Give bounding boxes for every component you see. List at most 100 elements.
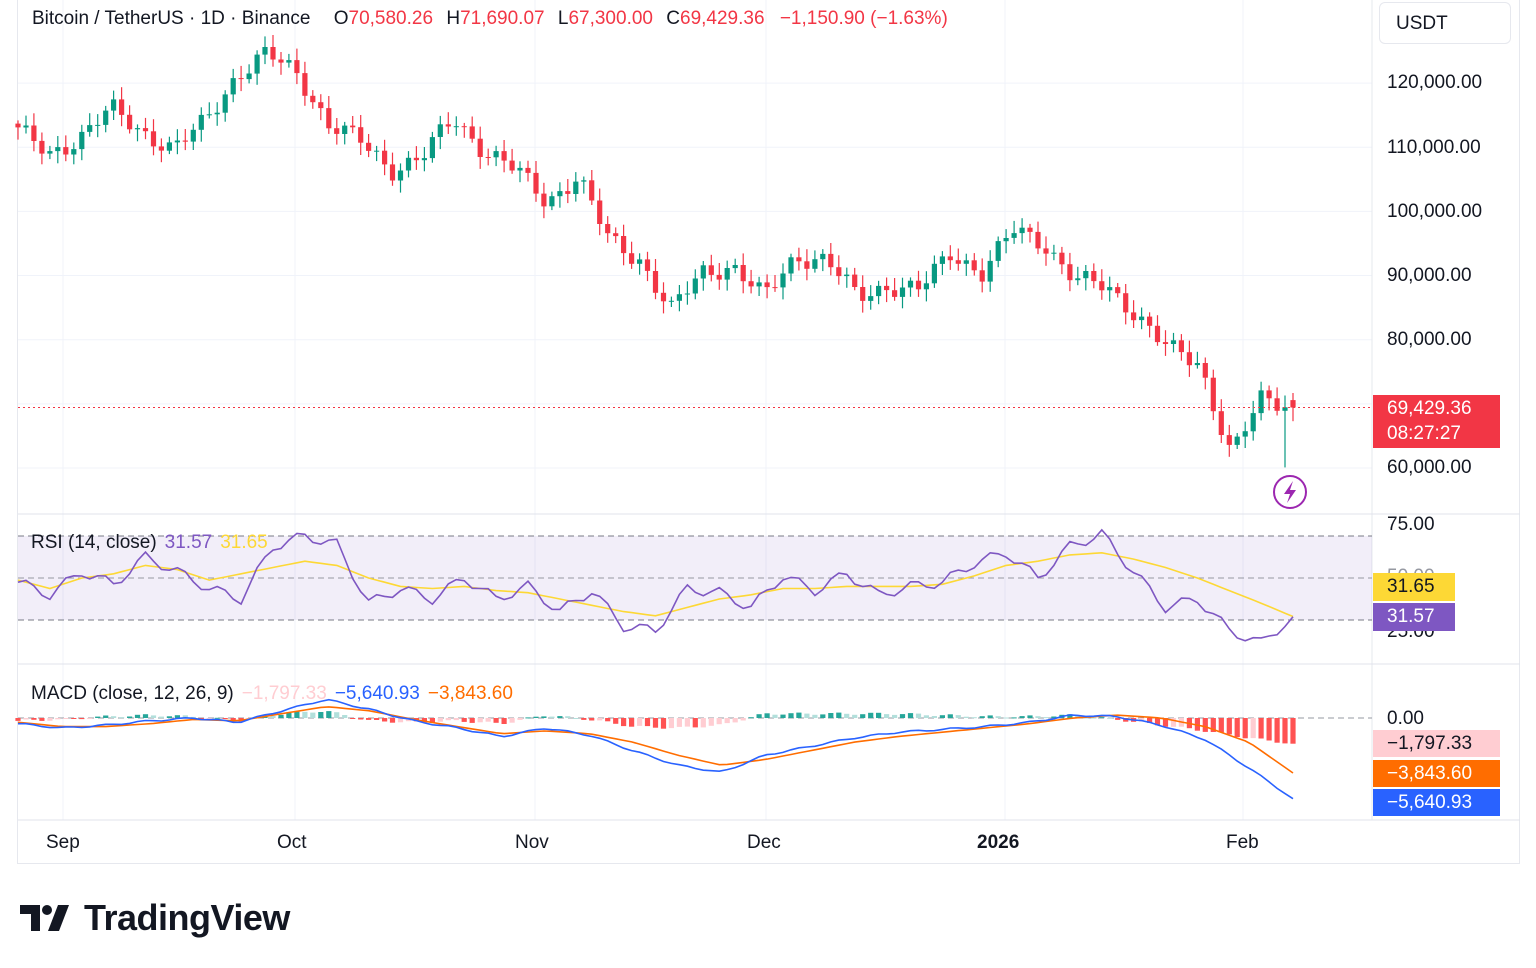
candle-body	[796, 257, 802, 262]
candle-body	[1178, 340, 1184, 353]
candle-body	[876, 285, 882, 297]
macd-histogram-bar	[342, 715, 348, 718]
candle-body	[87, 125, 93, 132]
macd-legend[interactable]: MACD (close, 12, 26, 9) −1,797.33 −5,640.9…	[31, 683, 513, 705]
macd-histogram-bar	[142, 714, 149, 718]
macd-histogram-bar	[660, 718, 667, 729]
candle-body	[294, 60, 300, 74]
macd-histogram-bar	[166, 716, 172, 718]
macd-title: MACD (close, 12, 26, 9)	[31, 683, 234, 704]
macd-histogram-bar	[294, 711, 300, 718]
macd-histogram-bar	[605, 718, 611, 722]
macd-histogram-bar	[692, 718, 698, 728]
candle-body	[15, 123, 21, 128]
macd-histogram-bar	[1154, 718, 1161, 726]
macd-histogram-bar	[469, 718, 475, 723]
macd-histogram-bar	[334, 712, 340, 718]
candle-body	[158, 146, 164, 151]
candle-body	[111, 99, 117, 111]
candle-body	[238, 78, 244, 80]
macd-histogram-bar	[270, 715, 276, 718]
macd-histogram-bar	[676, 718, 682, 727]
macd-histogram-bar	[788, 713, 794, 718]
low-label: L	[557, 8, 569, 29]
candle-body	[182, 140, 188, 142]
macd-histogram-bar	[509, 718, 515, 723]
price-axis-label: 80,000.00	[1387, 329, 1472, 350]
candle-body	[47, 151, 53, 154]
rsi-value: 31.57	[164, 532, 213, 553]
candle-body	[405, 157, 412, 171]
candle-body	[485, 157, 491, 158]
macd-histogram-bar	[892, 714, 898, 718]
macd-histogram-bar	[310, 712, 316, 718]
macd-histogram-bar	[485, 718, 491, 722]
macd-histogram-bar	[103, 715, 109, 718]
macd-histogram-bar	[318, 712, 324, 718]
candle-body	[1234, 436, 1240, 445]
candle-body	[350, 125, 356, 128]
candle-body	[525, 167, 531, 173]
candle-body	[573, 181, 579, 194]
candle-body	[884, 285, 890, 291]
macd-histogram-bar	[1027, 715, 1033, 718]
macd-histogram-bar	[63, 718, 69, 719]
macd-histogram-bar	[557, 716, 563, 718]
macd-histogram-bar	[732, 718, 738, 723]
candle-body	[286, 60, 292, 63]
candle-body	[206, 114, 212, 116]
candle-body	[198, 114, 204, 130]
macd-histogram-bar	[597, 718, 603, 721]
macd-histogram-bar	[1250, 718, 1256, 739]
candle-body	[270, 47, 276, 60]
macd-histogram-bar	[971, 717, 977, 719]
candle-body	[692, 278, 698, 294]
candle-body	[382, 150, 388, 165]
candle-body	[1043, 248, 1049, 254]
macd-histogram-bar	[501, 718, 507, 724]
macd-histogram-bar	[724, 718, 730, 724]
candle-body	[302, 73, 308, 96]
macd-line-value: −5,640.93	[334, 683, 420, 704]
macd-histogram-bar	[1115, 718, 1121, 720]
macd-histogram-bar	[915, 713, 922, 718]
currency-unit-button[interactable]: USDT	[1379, 2, 1511, 44]
macd-histogram-bar	[995, 716, 1001, 718]
tradingview-brand[interactable]: TradingView	[20, 896, 290, 940]
candle-body	[214, 112, 220, 115]
last-price-value: 69,429.36	[1387, 398, 1472, 419]
candle-body	[589, 180, 595, 201]
symbol-title[interactable]: Bitcoin / TetherUS · 1D · Binance	[32, 8, 311, 29]
macd-histogram-bar	[963, 716, 969, 718]
macd-histogram-bar	[1202, 718, 1208, 732]
macd-histogram-bar	[374, 718, 380, 720]
candle-body	[1258, 390, 1264, 414]
candle-body	[1274, 398, 1280, 411]
candle-body	[660, 292, 667, 302]
candle-body	[748, 281, 754, 287]
macd-histogram-bar	[15, 718, 21, 721]
rsi-legend[interactable]: RSI (14, close) 31.57 31.65	[31, 532, 268, 554]
candle-body	[501, 151, 507, 161]
macd-histogram-bar	[493, 718, 499, 723]
candle-body	[947, 256, 953, 261]
macd-histogram-bar	[748, 717, 754, 719]
candle-body	[509, 160, 515, 171]
price-axis-label: 100,000.00	[1387, 201, 1483, 222]
macd-histogram-bar	[637, 718, 643, 726]
macd-histogram-bar	[708, 718, 714, 726]
candle-body	[899, 287, 906, 297]
candle-body	[923, 283, 929, 290]
candle-body	[429, 137, 435, 159]
candle-body	[453, 126, 459, 128]
candle-body	[1218, 411, 1224, 435]
macd-histogram-bar	[1091, 717, 1097, 719]
tradingview-logo-icon	[20, 905, 69, 931]
candle-body	[836, 267, 842, 277]
candle-body	[716, 274, 722, 280]
candle-body	[629, 253, 635, 264]
macd-signal-value: −3,843.60	[427, 683, 513, 704]
macd-histogram-bar	[230, 718, 236, 721]
candle-body	[413, 157, 419, 161]
